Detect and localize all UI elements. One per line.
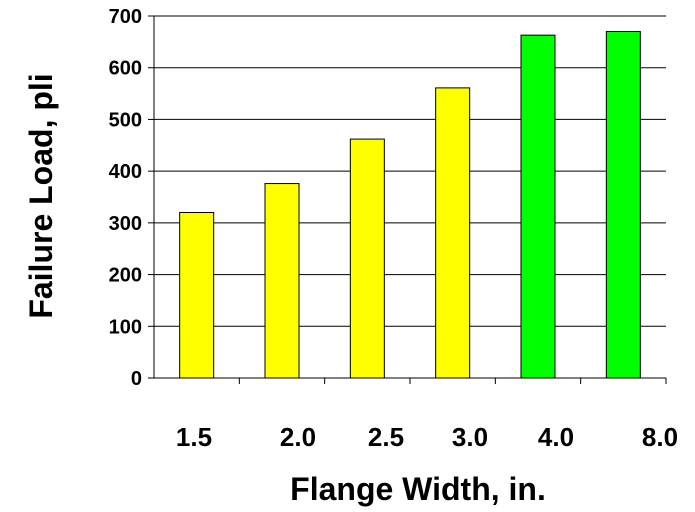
x-tick-label: 2.0 xyxy=(280,422,316,452)
y-tick-label: 100 xyxy=(109,316,142,338)
y-tick-label: 0 xyxy=(131,368,142,390)
y-tick-label: 500 xyxy=(109,109,142,131)
x-tick-label: 2.5 xyxy=(368,422,404,452)
bar xyxy=(179,212,215,379)
y-tick-label: 600 xyxy=(109,58,142,80)
x-tick-labels: 1.5 2.0 2.5 3.0 4.0 8.0 xyxy=(176,422,678,452)
bars xyxy=(179,31,641,379)
y-tick-labels: 0 100 200 300 400 500 600 700 xyxy=(109,6,142,390)
y-tick-label: 300 xyxy=(109,213,142,235)
x-tick-label: 1.5 xyxy=(176,422,212,452)
bar xyxy=(349,138,385,379)
gridlines xyxy=(154,15,666,327)
x-tick-label: 4.0 xyxy=(538,422,574,452)
bar xyxy=(605,31,641,379)
bar xyxy=(435,87,471,379)
y-tick-label: 700 xyxy=(109,6,142,28)
x-tick-label: 8.0 xyxy=(642,422,678,452)
y-tick-label: 200 xyxy=(109,265,142,287)
axes xyxy=(148,15,667,384)
x-axis-title: Flange Width, in. xyxy=(290,471,546,507)
bar xyxy=(520,34,556,379)
y-tick-label: 400 xyxy=(109,161,142,183)
x-tick-label: 3.0 xyxy=(452,422,488,452)
bar xyxy=(264,183,300,379)
y-axis-title: Failure Load, pli xyxy=(23,73,59,318)
